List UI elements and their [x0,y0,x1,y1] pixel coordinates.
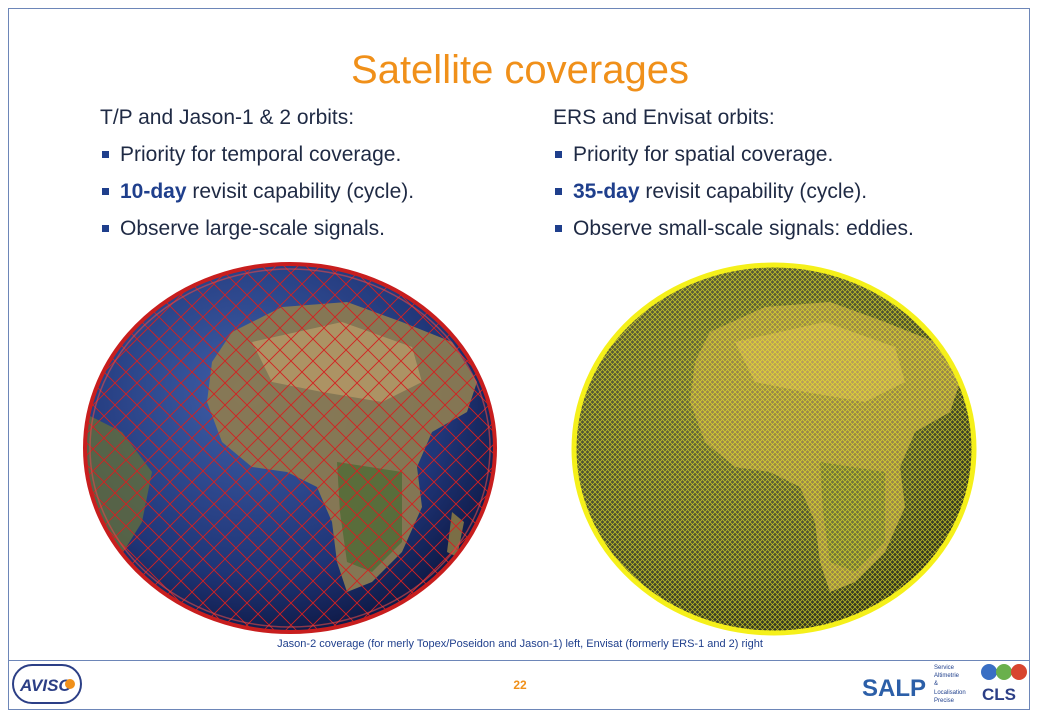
bullet-icon [555,151,562,158]
aviso-logo-text: AVISO [19,676,72,695]
jason-coverage-globe-image [83,262,497,634]
slide-title: Satellite coverages [351,48,689,92]
right-bullet-list: Priority for spatial coverage. 35-day re… [553,136,1023,247]
bullet-icon [555,188,562,195]
page-number: 22 [513,678,527,692]
salp-acronym: Service Altimetrie & Localisation Precis… [934,664,978,705]
aviso-logo: AVISO [12,664,82,704]
left-column: T/P and Jason-1 & 2 orbits: Priority for… [100,100,530,247]
salp-acronym-line: Localisation [934,689,966,696]
salp-acronym-line: Service [934,665,955,671]
left-bullet-1: Priority for temporal coverage. [100,136,530,173]
cls-logo-text: CLS [982,685,1016,704]
salp-logo: SALP [862,675,926,702]
figure-caption: Jason-2 coverage (for merly Topex/Poseid… [277,638,763,650]
salp-acronym-line: Altimetrie [934,673,960,680]
cls-logo: CLS [981,664,1027,704]
salp-logo-text: SALP [862,675,926,702]
right-bullet-2: 35-day revisit capability (cycle). [553,173,1023,210]
footer-divider [8,660,1030,661]
left-bullet-list: Priority for temporal coverage. 10-day r… [100,136,530,247]
envisat-coverage-globe-image [571,262,977,636]
left-bullet-2: 10-day revisit capability (cycle). [100,173,530,210]
bullet-icon [102,188,109,195]
salp-acronym-line: & [934,681,939,688]
slide-frame [8,8,1030,710]
bullet-icon [555,225,562,232]
salp-acronym-line: Precise [934,697,955,704]
bullet-icon [102,151,109,158]
right-bullet-1: Priority for spatial coverage. [553,136,1023,173]
bullet-icon [102,225,109,232]
right-column: ERS and Envisat orbits: Priority for spa… [553,100,1023,247]
right-column-heading: ERS and Envisat orbits: [553,106,775,129]
left-column-heading: T/P and Jason-1 & 2 orbits: [100,106,355,129]
right-bullet-3: Observe small-scale signals: eddies. [553,210,1023,247]
left-bullet-3: Observe large-scale signals. [100,210,530,247]
